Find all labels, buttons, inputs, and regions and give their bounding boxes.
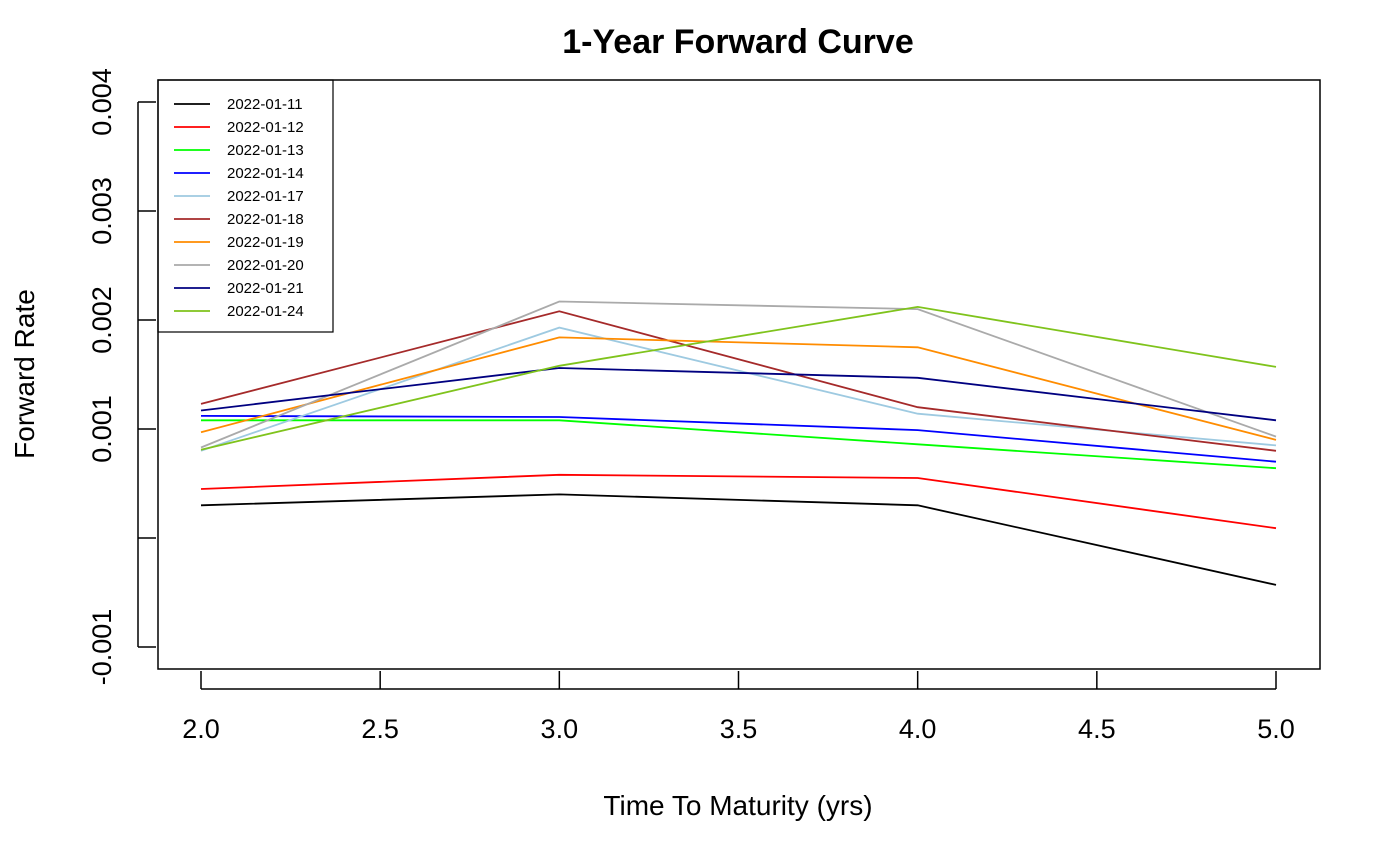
legend-label-2022-01-11: 2022-01-11 bbox=[227, 96, 303, 113]
series-line-2022-01-12 bbox=[200, 473, 1277, 530]
y-tick-label: 0.001 bbox=[87, 395, 117, 463]
legend-label-2022-01-19: 2022-01-19 bbox=[227, 234, 304, 251]
x-tick-label: 5.0 bbox=[1257, 714, 1295, 744]
series-line-2022-01-18 bbox=[200, 310, 1277, 452]
legend-label-2022-01-17: 2022-01-17 bbox=[227, 188, 304, 205]
x-tick-label: 3.5 bbox=[720, 714, 758, 744]
axes: 2.0 2.5 3.0 3.5 4.0 4.5 5.0 -0.001 0.001 0.002 0.0… bbox=[87, 68, 1295, 744]
x-tick-label: 2.0 bbox=[182, 714, 220, 744]
series-line-2022-01-13 bbox=[201, 419, 1277, 470]
x-tick-label: 4.0 bbox=[899, 714, 937, 744]
legend-label-2022-01-12: 2022-01-12 bbox=[227, 119, 304, 136]
legend-label-2022-01-21: 2022-01-21 bbox=[227, 280, 304, 297]
y-axis-label: Forward Rate bbox=[9, 289, 40, 459]
y-tick-label: 0.004 bbox=[87, 68, 117, 136]
legend-label-2022-01-18: 2022-01-18 bbox=[227, 211, 304, 228]
series-line-2022-01-20 bbox=[200, 300, 1277, 449]
x-axis-label: Time To Maturity (yrs) bbox=[603, 790, 872, 821]
x-tick-label: 4.5 bbox=[1078, 714, 1116, 744]
series-line-2022-01-14 bbox=[200, 414, 1277, 463]
series-line-2022-01-19 bbox=[200, 336, 1277, 441]
plot-frame bbox=[157, 79, 1321, 670]
legend: 2022-01-11 2022-01-12 2022-01-13 2022-01-14… bbox=[157, 79, 334, 333]
chart-title: 1-Year Forward Curve bbox=[562, 23, 913, 61]
legend-label-2022-01-20: 2022-01-20 bbox=[227, 257, 304, 274]
legend-label-2022-01-13: 2022-01-13 bbox=[227, 142, 304, 159]
series-line-2022-01-24 bbox=[200, 305, 1277, 451]
series-line-2022-01-11 bbox=[200, 493, 1277, 586]
plot-lines bbox=[200, 300, 1277, 586]
series-line-2022-01-21 bbox=[200, 367, 1277, 422]
legend-label-2022-01-24: 2022-01-24 bbox=[227, 303, 304, 320]
x-tick-label: 3.0 bbox=[541, 714, 579, 744]
legend-box bbox=[157, 79, 334, 333]
legend-label-2022-01-14: 2022-01-14 bbox=[227, 165, 304, 182]
y-tick-label: 0.002 bbox=[87, 286, 117, 354]
y-tick-label: 0.003 bbox=[87, 177, 117, 245]
x-tick-label: 2.5 bbox=[361, 714, 399, 744]
y-tick-label: -0.001 bbox=[87, 609, 117, 686]
